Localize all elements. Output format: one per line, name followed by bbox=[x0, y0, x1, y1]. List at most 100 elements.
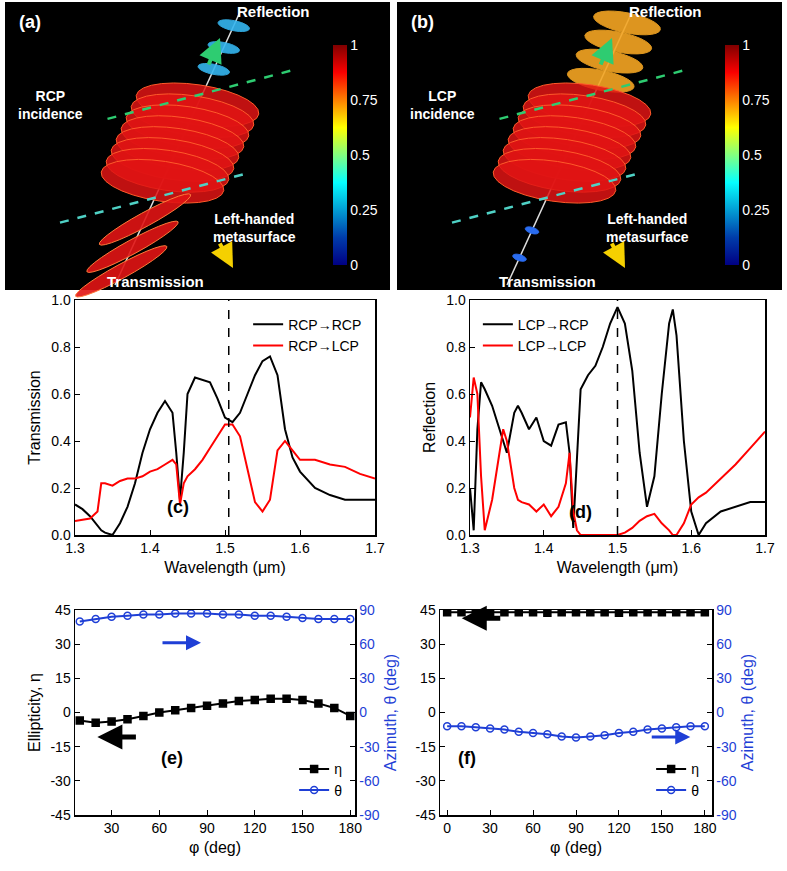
svg-text:1.0: 1.0 bbox=[51, 292, 71, 308]
svg-text:90: 90 bbox=[716, 602, 732, 618]
svg-text:θ: θ bbox=[691, 783, 699, 799]
svg-text:(e): (e) bbox=[161, 748, 183, 768]
svg-text:1.7: 1.7 bbox=[755, 540, 775, 556]
svg-text:1.6: 1.6 bbox=[682, 540, 702, 556]
svg-text:0.5: 0.5 bbox=[350, 147, 370, 163]
svg-text:Reflection: Reflection bbox=[237, 3, 310, 20]
svg-text:0.2: 0.2 bbox=[51, 480, 71, 496]
svg-text:15: 15 bbox=[55, 670, 71, 686]
svg-text:0.4: 0.4 bbox=[51, 433, 71, 449]
svg-text:1.7: 1.7 bbox=[365, 540, 385, 556]
svg-text:1: 1 bbox=[742, 37, 750, 53]
svg-text:-30: -30 bbox=[415, 773, 435, 789]
svg-text:θ: θ bbox=[334, 783, 342, 799]
svg-text:1.5: 1.5 bbox=[608, 540, 628, 556]
svg-text:(c): (c) bbox=[167, 497, 189, 517]
svg-text:0.25: 0.25 bbox=[350, 202, 377, 218]
svg-text:0.6: 0.6 bbox=[51, 386, 71, 402]
svg-text:0: 0 bbox=[359, 704, 367, 720]
svg-text:1.0: 1.0 bbox=[446, 292, 466, 308]
svg-text:φ (deg): φ (deg) bbox=[550, 839, 602, 856]
svg-text:-15: -15 bbox=[50, 739, 70, 755]
svg-text:Wavelength (μm): Wavelength (μm) bbox=[557, 559, 679, 576]
svg-text:30: 30 bbox=[420, 636, 436, 652]
svg-text:0: 0 bbox=[350, 257, 358, 273]
svg-text:120: 120 bbox=[607, 820, 631, 836]
svg-text:120: 120 bbox=[243, 820, 267, 836]
svg-text:0: 0 bbox=[742, 257, 750, 273]
svg-text:0: 0 bbox=[63, 704, 71, 720]
svg-text:45: 45 bbox=[55, 602, 71, 618]
svg-text:0.4: 0.4 bbox=[446, 433, 466, 449]
svg-text:-45: -45 bbox=[415, 807, 435, 823]
svg-text:-30: -30 bbox=[359, 739, 379, 755]
svg-text:150: 150 bbox=[291, 820, 315, 836]
svg-text:LCP→RCP: LCP→RCP bbox=[518, 317, 589, 333]
svg-text:1.5: 1.5 bbox=[215, 540, 235, 556]
svg-text:RCPincidence: RCPincidence bbox=[18, 88, 83, 122]
svg-text:150: 150 bbox=[650, 820, 674, 836]
svg-text:0.6: 0.6 bbox=[446, 386, 466, 402]
svg-text:-45: -45 bbox=[50, 807, 70, 823]
svg-text:Reflection: Reflection bbox=[629, 3, 702, 20]
svg-text:-30: -30 bbox=[50, 773, 70, 789]
svg-text:1.3: 1.3 bbox=[460, 540, 480, 556]
svg-text:Transmission: Transmission bbox=[107, 273, 204, 290]
svg-text:1.4: 1.4 bbox=[534, 540, 554, 556]
svg-text:30: 30 bbox=[716, 670, 732, 686]
svg-text:0: 0 bbox=[716, 704, 724, 720]
svg-text:0.0: 0.0 bbox=[51, 527, 71, 543]
svg-text:30: 30 bbox=[359, 670, 375, 686]
svg-text:1.4: 1.4 bbox=[140, 540, 160, 556]
svg-text:(a): (a) bbox=[19, 12, 41, 32]
svg-text:-90: -90 bbox=[716, 807, 736, 823]
svg-text:Azimuth, θ (deg): Azimuth, θ (deg) bbox=[382, 654, 399, 771]
svg-text:30: 30 bbox=[55, 636, 71, 652]
svg-text:Left-handedmetasurface: Left-handedmetasurface bbox=[213, 211, 296, 245]
svg-text:1: 1 bbox=[350, 37, 358, 53]
svg-text:(d): (d) bbox=[569, 502, 592, 522]
svg-text:180: 180 bbox=[339, 820, 363, 836]
svg-text:Left-handedmetasurface: Left-handedmetasurface bbox=[606, 211, 689, 245]
svg-text:60: 60 bbox=[152, 820, 168, 836]
svg-text:60: 60 bbox=[525, 820, 541, 836]
svg-text:0.8: 0.8 bbox=[446, 339, 466, 355]
svg-text:1.6: 1.6 bbox=[290, 540, 310, 556]
svg-text:180: 180 bbox=[693, 820, 717, 836]
svg-text:Ellipticity, η: Ellipticity, η bbox=[26, 673, 43, 752]
svg-text:φ (deg): φ (deg) bbox=[189, 839, 241, 856]
svg-text:0.8: 0.8 bbox=[51, 339, 71, 355]
svg-text:0: 0 bbox=[428, 704, 436, 720]
svg-text:Transmission: Transmission bbox=[26, 370, 43, 465]
svg-text:60: 60 bbox=[359, 636, 375, 652]
svg-text:LCPincidence: LCPincidence bbox=[410, 88, 475, 122]
svg-text:RCP→RCP: RCP→RCP bbox=[288, 317, 361, 333]
svg-text:30: 30 bbox=[104, 820, 120, 836]
svg-text:60: 60 bbox=[716, 636, 732, 652]
svg-text:-30: -30 bbox=[716, 739, 736, 755]
svg-text:-90: -90 bbox=[359, 807, 379, 823]
svg-text:Transmission: Transmission bbox=[499, 273, 596, 290]
svg-text:-60: -60 bbox=[359, 773, 379, 789]
svg-text:45: 45 bbox=[420, 602, 436, 618]
svg-text:-60: -60 bbox=[716, 773, 736, 789]
svg-text:30: 30 bbox=[482, 820, 498, 836]
svg-text:0.75: 0.75 bbox=[350, 92, 377, 108]
svg-text:Reflection: Reflection bbox=[421, 382, 438, 453]
svg-text:(f): (f) bbox=[458, 748, 476, 768]
svg-text:η: η bbox=[691, 761, 699, 777]
svg-text:0.5: 0.5 bbox=[742, 147, 762, 163]
svg-text:0.0: 0.0 bbox=[446, 527, 466, 543]
svg-text:(b): (b) bbox=[411, 12, 434, 32]
svg-text:Wavelength (μm): Wavelength (μm) bbox=[164, 559, 286, 576]
svg-text:15: 15 bbox=[420, 670, 436, 686]
svg-text:η: η bbox=[334, 761, 342, 777]
svg-text:Azimuth, θ (deg): Azimuth, θ (deg) bbox=[739, 654, 756, 771]
svg-text:1.3: 1.3 bbox=[65, 540, 85, 556]
svg-text:0: 0 bbox=[443, 820, 451, 836]
svg-text:RCP→LCP: RCP→LCP bbox=[288, 338, 359, 354]
svg-text:90: 90 bbox=[568, 820, 584, 836]
svg-text:90: 90 bbox=[199, 820, 215, 836]
svg-text:0.2: 0.2 bbox=[446, 480, 466, 496]
svg-text:90: 90 bbox=[359, 602, 375, 618]
